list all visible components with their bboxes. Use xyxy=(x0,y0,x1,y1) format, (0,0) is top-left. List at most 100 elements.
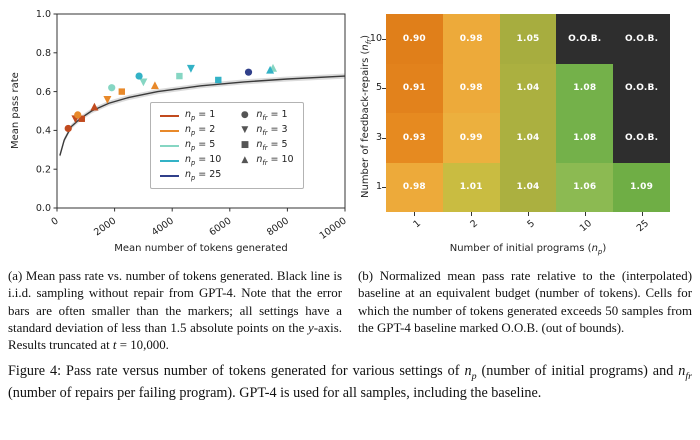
heatmap-cell: O.O.B. xyxy=(613,113,670,163)
heatmap-panel: 0.90 0.98 1.05 O.O.B. O.O.B. 0.91 0.98 1.04 1.08… xyxy=(354,2,698,264)
legend-label: nfr = 5 xyxy=(256,139,288,152)
x-tick-label: 8000 xyxy=(265,215,291,238)
heatmap-cell: O.O.B. xyxy=(556,14,614,64)
heatmap-cell: 0.98 xyxy=(442,14,500,64)
y-axis-label-a: Mean pass rate xyxy=(10,72,21,149)
heatmap-cell: 1.04 xyxy=(499,63,557,113)
figure-panels: 0 2000 4000 6000 8000 10000 0.0 0.2 0.4 0.6 0.8 1.0… xyxy=(0,2,700,264)
legend-entry-nfr: ● nfr = 1 xyxy=(239,108,293,123)
figure-caption: Figure 4: Pass rate versus number of tok… xyxy=(8,363,692,401)
plot-frame xyxy=(56,13,346,209)
heatmap-cell: 0.91 xyxy=(386,63,443,113)
y-tick-label: 0.2 xyxy=(36,164,51,175)
x-tick-mark xyxy=(641,212,643,216)
legend-line-swatch xyxy=(160,159,179,162)
triangle-up-marker-icon: ▲ xyxy=(241,155,249,165)
heatmap-cell: 0.98 xyxy=(386,162,443,212)
data-point-circle xyxy=(135,72,143,80)
x-axis-label-a: Mean number of tokens generated xyxy=(114,243,288,254)
y-tick-label: 1.0 xyxy=(36,9,51,20)
heatmap-cell: 1.08 xyxy=(556,63,614,113)
legend-entry-nfr: ■ nfr = 5 xyxy=(239,138,293,153)
legend-entry-nfr: ▲ nfr = 10 xyxy=(239,153,293,168)
data-point-square xyxy=(78,115,85,122)
data-point-circle xyxy=(244,68,253,76)
legend-line-swatch xyxy=(160,114,179,117)
legend-label: np = 5 xyxy=(185,139,216,152)
subcaptions-row: (a) Mean pass rate vs. number of tokens … xyxy=(0,264,700,354)
legend-entry-np: np = 5 xyxy=(160,138,221,153)
x-axis-label-b: Number of initial programs (np) xyxy=(449,243,607,256)
heatmap-cell: 1.05 xyxy=(499,14,557,64)
heatmap-cell: 1.08 xyxy=(556,113,614,163)
data-point-triangle-down xyxy=(103,95,112,104)
legend-entry-np: np = 10 xyxy=(160,153,221,168)
legend-entry-np: np = 2 xyxy=(160,123,221,138)
legend-label: nfr = 10 xyxy=(256,154,294,167)
y-tick-label: 10 xyxy=(369,32,382,44)
data-point-triangle-up xyxy=(90,102,99,111)
heatmap-cell: 1.04 xyxy=(499,113,557,163)
y-tick-mark xyxy=(382,88,386,90)
y-tick-mark xyxy=(382,38,386,40)
caption-a: (a) Mean pass rate vs. number of tokens … xyxy=(8,269,342,353)
scatter-plot: 0 2000 4000 6000 8000 10000 0.0 0.2 0.4 0.6 0.8 1.0 xyxy=(36,9,349,242)
heatmap-cell: 0.99 xyxy=(442,113,500,163)
heatmap-cell: O.O.B. xyxy=(613,14,670,64)
x-tick-mark xyxy=(471,212,473,216)
legend-np-column: np = 1 np = 2 np = 5 np = 10 np = 25 xyxy=(160,108,221,183)
legend-nfr-column: ● nfr = 1 ▼ nfr = 3 ■ nfr = 5 ▲ nfr = 10 xyxy=(239,108,294,183)
heatmap-cell: O.O.B. xyxy=(613,63,670,113)
legend-label: np = 10 xyxy=(185,154,222,167)
legend-label: nfr = 3 xyxy=(256,124,288,137)
legend-label: nfr = 1 xyxy=(256,109,288,122)
heatmap-cell: 0.98 xyxy=(442,63,500,113)
data-point-circle xyxy=(108,84,116,92)
heatmap-cell: 1.04 xyxy=(499,162,557,212)
legend-label: np = 2 xyxy=(185,124,216,137)
legend-label: np = 25 xyxy=(185,169,222,182)
data-point-square xyxy=(176,72,183,80)
legend-entry-np: np = 25 xyxy=(160,168,221,183)
heatmap-cell: 1.09 xyxy=(613,162,670,212)
plot-legend: np = 1 np = 2 np = 5 np = 10 np = 25 ● nfr = … xyxy=(150,102,304,189)
x-tick-label: 0 xyxy=(49,215,60,227)
y-tick-label: 0.8 xyxy=(36,48,51,59)
x-tick-label: 10000 xyxy=(318,215,349,241)
heatmap-cell: 1.06 xyxy=(556,162,614,212)
caption-b: (b) Normalized mean pass rate relative t… xyxy=(358,269,692,335)
x-tick-label: 4000 xyxy=(150,215,176,238)
y-tick-label: 0.6 xyxy=(36,87,51,98)
data-point-square xyxy=(215,76,222,84)
data-point-square xyxy=(118,88,125,95)
x-tick-label: 2000 xyxy=(92,215,118,238)
data-point-circle xyxy=(64,124,72,133)
data-point-triangle-up xyxy=(266,65,275,74)
y-tick-label: 1 xyxy=(375,181,382,193)
baseline-error-band xyxy=(59,73,345,159)
x-tick-label: 6000 xyxy=(207,215,233,238)
triangle-down-marker-icon: ▼ xyxy=(241,125,249,135)
y-tick-mark xyxy=(382,137,386,139)
legend-label: np = 1 xyxy=(185,109,216,122)
circle-marker-icon: ● xyxy=(240,110,249,120)
data-point-circle xyxy=(74,111,82,119)
legend-entry-nfr: ▼ nfr = 3 xyxy=(239,123,293,138)
x-tick-mark xyxy=(584,212,586,216)
y-tick-label: 5 xyxy=(375,82,382,94)
legend-line-swatch xyxy=(160,144,179,147)
data-point-triangle-up xyxy=(150,81,159,90)
legend-entry-np: np = 1 xyxy=(160,108,221,123)
legend-line-swatch xyxy=(160,129,179,132)
heatmap-cell: 0.90 xyxy=(386,14,443,64)
legend-line-swatch xyxy=(160,174,179,177)
y-axis-label-b: Number of feedback-repairs (nfr) xyxy=(360,34,373,198)
heatmap-cell: 1.01 xyxy=(442,162,500,212)
y-tick-label: 0.0 xyxy=(36,203,51,214)
scatter-plot-panel: 0 2000 4000 6000 8000 10000 0.0 0.2 0.4 0.6 0.8 1.0… xyxy=(0,2,352,264)
y-tick-label: 3 xyxy=(375,131,382,143)
data-point-triangle-down xyxy=(186,64,195,73)
figure-4: 0 2000 4000 6000 8000 10000 0.0 0.2 0.4 0.6 0.8 1.0… xyxy=(0,2,700,404)
x-tick-mark xyxy=(414,212,416,216)
y-tick-mark xyxy=(382,187,386,189)
